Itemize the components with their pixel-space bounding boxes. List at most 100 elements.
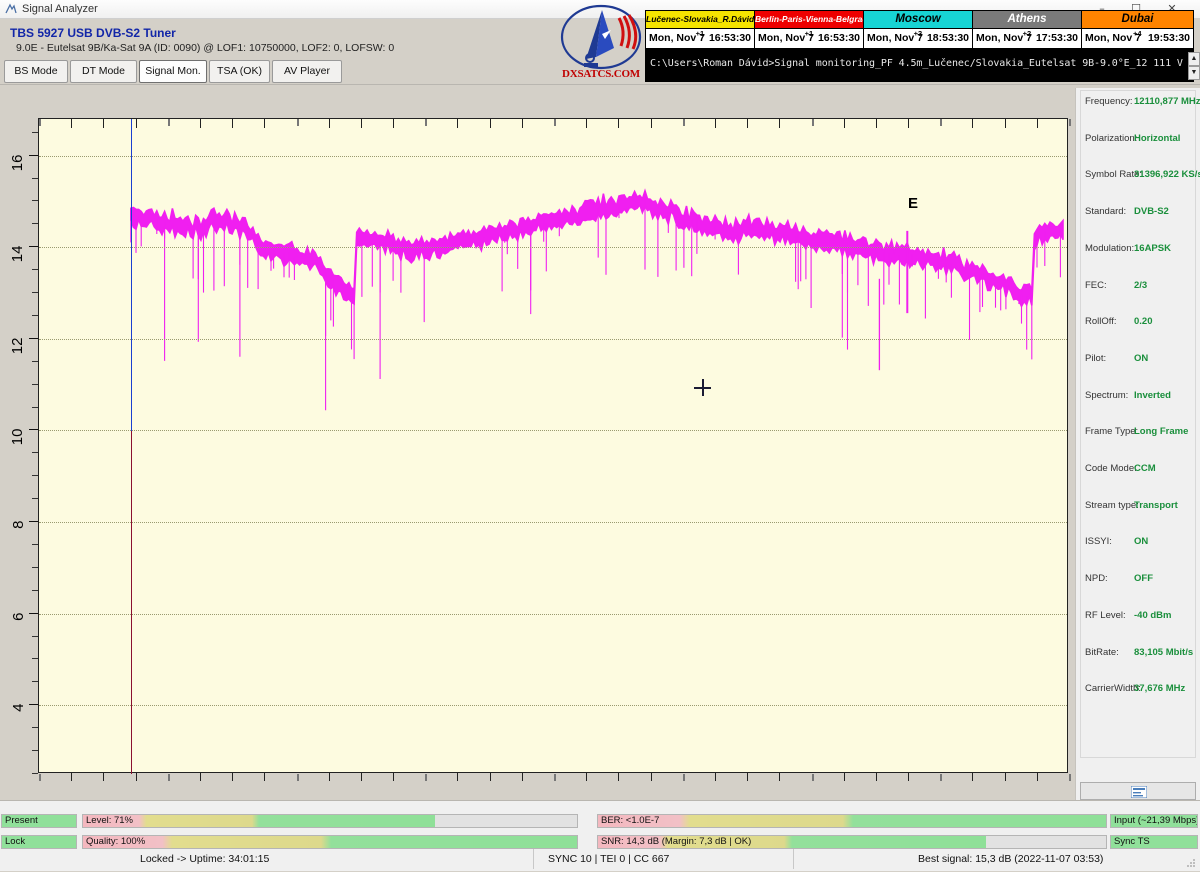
x-axis-tick-top [297,119,299,126]
quality-meter: Quality: 100% [82,835,578,849]
param-row-spectrum: Spectrum: Inverted [1076,390,1200,406]
y-axis-label: 6 [9,612,27,621]
bar-fill [2,836,76,848]
bar-label: Lock [5,836,26,847]
tab-av-player[interactable]: AV Player [272,60,342,83]
clock-time-row: Mon, Nov 7 +2 17:53:30 [973,29,1081,48]
bar-label: Quality: 100% [86,836,146,847]
tab-label: BS Mode [14,65,58,77]
clock-time: 16:53:30 [817,32,860,44]
param-value-polarization: Horizontal [1134,132,1181,144]
present-indicator: Present [1,814,77,828]
clock-date: Mon, Nov 7 [1085,32,1142,44]
tab-bar-divider [0,84,1200,85]
page-subtitle: 9.0E - Eutelsat 9B/Ka-Sat 9A (ID: 0090) … [16,42,395,54]
param-row-fec: FEC: 2/3 [1076,280,1200,296]
ber-baseline-line [131,431,132,774]
x-axis-tick [618,772,619,781]
signal-parameters-panel: MIS (3): 1 ˇ Frequency:12110,877 MHzPola… [1075,88,1200,824]
param-key: Stream type: [1085,499,1139,511]
x-axis-tick [361,772,362,781]
tab-tsa-ok[interactable]: TSA (OK) [209,60,270,83]
close-button[interactable]: ✕ [1167,2,1177,15]
x-axis-tick [425,774,427,781]
y-axis-tick-minor [32,314,38,316]
x-axis-tick-top [490,119,491,128]
y-axis-tick-minor [32,360,38,362]
clock-date: Mon, Nov 7 [649,32,706,44]
tab-dt-mode[interactable]: DT Mode [70,60,137,83]
y-axis-tick-minor [32,658,38,660]
param-value-rf-level: -40 dBm [1134,609,1172,621]
x-axis-tick [554,774,556,781]
y-axis-label: 8 [9,520,27,529]
x-axis-tick-top [554,119,556,126]
clock-utc-offset: +2 [1022,29,1032,38]
y-axis-tick-minor [32,750,38,752]
y-axis-tick-major [29,704,38,706]
x-axis-tick [264,772,265,781]
y-axis-tick-major [29,154,38,156]
y-axis-tick-major [29,429,38,431]
param-key: FEC: [1085,279,1107,291]
sync-status: SYNC 10 | TEI 0 | CC 667 [548,853,670,865]
x-axis-tick-top [908,119,909,128]
best-signal-status: Best signal: 15,3 dB (2022-11-07 03:53) [918,853,1104,865]
resize-grip-icon[interactable] [1185,857,1197,869]
x-axis-tick [651,772,652,781]
x-axis-tick-top [168,119,170,126]
x-axis-tick-top [457,119,458,128]
clock-separator [1081,11,1082,48]
tab-bs-mode[interactable]: BS Mode [4,60,68,83]
report-button[interactable] [1080,782,1196,800]
clock-berlin-paris-vienna-belgrade: Berlin-Paris-Vienna-Belgrade Mon, Nov 7 +1… [755,11,863,48]
bar-label: Present [5,815,38,826]
x-axis-tick-top [683,119,685,126]
bar-fill [83,815,436,827]
x-axis-tick-top [876,119,877,128]
x-axis-tick [39,774,41,781]
param-value-frequency: 12110,877 MHz [1134,96,1200,107]
maximize-button[interactable]: ☐ [1131,2,1141,15]
y-axis-tick-minor [32,635,38,637]
chart-plot-region[interactable]: E [38,118,1071,781]
status-bar-area: Locked -> Uptime: 34:01:15 SYNC 10 | TEI… [0,800,1200,871]
bar-label: Level: 71% [86,815,134,826]
y-axis-tick-minor [32,727,38,729]
param-value-issyi: ON [1134,536,1149,548]
x-axis-tick-top [651,119,652,128]
dxsatcs-logo: DXSATCS.COM [556,4,646,88]
clock-city-name: Moscow [864,11,972,29]
y-axis-label: 14 [9,245,27,263]
error-event-marker: E [908,195,919,212]
bar-label: Sync TS [1114,836,1150,847]
clock-utc-offset: +3 [913,29,923,38]
x-axis-tick [393,772,394,781]
y-axis: 4 6 8 10 12 14 16 [0,88,38,800]
bar-fill [1111,815,1197,827]
y-axis-tick-minor [32,681,38,683]
param-key: Standard: [1085,206,1127,218]
x-axis-tick [522,772,523,781]
tab-signal-mon[interactable]: Signal Mon. [139,60,207,83]
param-key: Symbol Rate: [1085,169,1143,181]
y-axis-tick-minor [32,543,38,545]
bar-fill [598,815,1106,827]
param-key: Code Mode: [1085,463,1137,474]
x-axis-tick [1037,772,1038,781]
x-axis-tick-top [1005,119,1006,128]
param-row-issyi: ISSYI: ON [1076,536,1200,552]
param-row-rf-level: RF Level: -40 dBm [1076,610,1200,626]
grid-line [39,430,1067,432]
snr-band [130,188,1064,309]
x-axis-tick [329,772,330,781]
bar-fill [2,815,76,827]
clock-time: 16:53:30 [708,32,751,44]
minimize-button[interactable]: – [1099,2,1105,15]
x-axis-tick-top [1069,119,1071,126]
quality-start-line [131,119,132,431]
param-value-stream-type: Transport [1134,499,1178,511]
y-axis-tick-minor [32,177,38,179]
param-value-rolloff: 0.20 [1134,316,1153,328]
